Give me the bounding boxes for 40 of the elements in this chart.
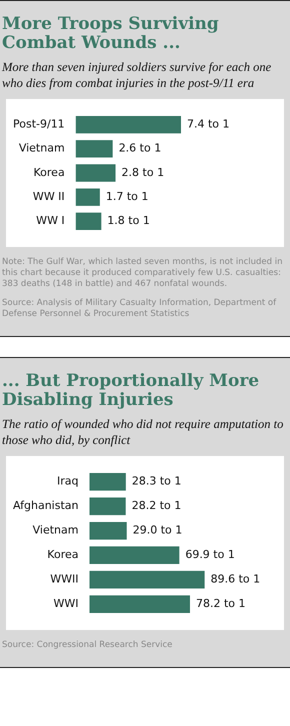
data-label: 89.6 to 1 (210, 572, 260, 586)
y-tick-label: Post-9/11 (13, 118, 65, 131)
chart-subtitle: The ratio of wounded who did not require amputation to those who did, by conflict (2, 416, 284, 448)
bar (76, 164, 116, 182)
data-label: 28.3 to 1 (132, 474, 182, 488)
data-label: 1.8 to 1 (107, 214, 150, 228)
chart-title: ... But Proportionally More Disabling Injuries (2, 371, 260, 410)
y-tick-label: WWI (53, 597, 78, 610)
bar (76, 188, 100, 206)
y-tick-label: WW II (32, 190, 65, 204)
data-label: 78.2 to 1 (196, 597, 246, 610)
y-tick-label: Korea (47, 548, 78, 562)
y-tick-label: Vietnam (32, 524, 78, 537)
y-tick-label: WW I (36, 214, 65, 228)
data-label: 29.0 to 1 (132, 524, 182, 537)
data-label: 1.7 to 1 (106, 190, 148, 204)
text: Note: The Gulf War, which lasted seven months, is not included in this chart because it produced comparatively few U.S. casualties: 383 deaths (148 in battle) and 467 nonfatal wounds. (2, 257, 284, 290)
bar (76, 140, 113, 158)
chart-title: More Troops Surviving Combat Wounds ... (2, 14, 220, 53)
bar (76, 116, 181, 134)
bar (89, 522, 127, 540)
y-tick-label: Korea (34, 166, 65, 179)
y-tick-label: Vietnam (18, 142, 65, 155)
source-note: Source: Congressional Research Service (2, 640, 174, 651)
data-label: 2.6 to 1 (118, 142, 162, 155)
source-note: Source: Analysis of Military Casualty Information, Department of Defense Personnel & Procurement Statistics (2, 298, 278, 320)
chart-subtitle: More than seven injured soldiers survive for each one who dies from combat injuries in the post-9/11 era (2, 59, 272, 91)
bar (89, 497, 126, 516)
y-tick-label: WWII (50, 572, 78, 586)
data-label: 69.9 to 1 (185, 548, 235, 562)
bar (89, 570, 205, 589)
data-label: 2.8 to 1 (122, 166, 164, 179)
bar (89, 546, 180, 564)
data-label: 28.2 to 1 (132, 499, 182, 512)
bar (89, 595, 190, 613)
y-tick-label: Afghanistan (13, 499, 79, 512)
data-label: 7.4 to 1 (187, 118, 230, 131)
y-tick-label: Iraq (56, 474, 78, 488)
bar (89, 473, 126, 491)
bar (76, 212, 102, 230)
